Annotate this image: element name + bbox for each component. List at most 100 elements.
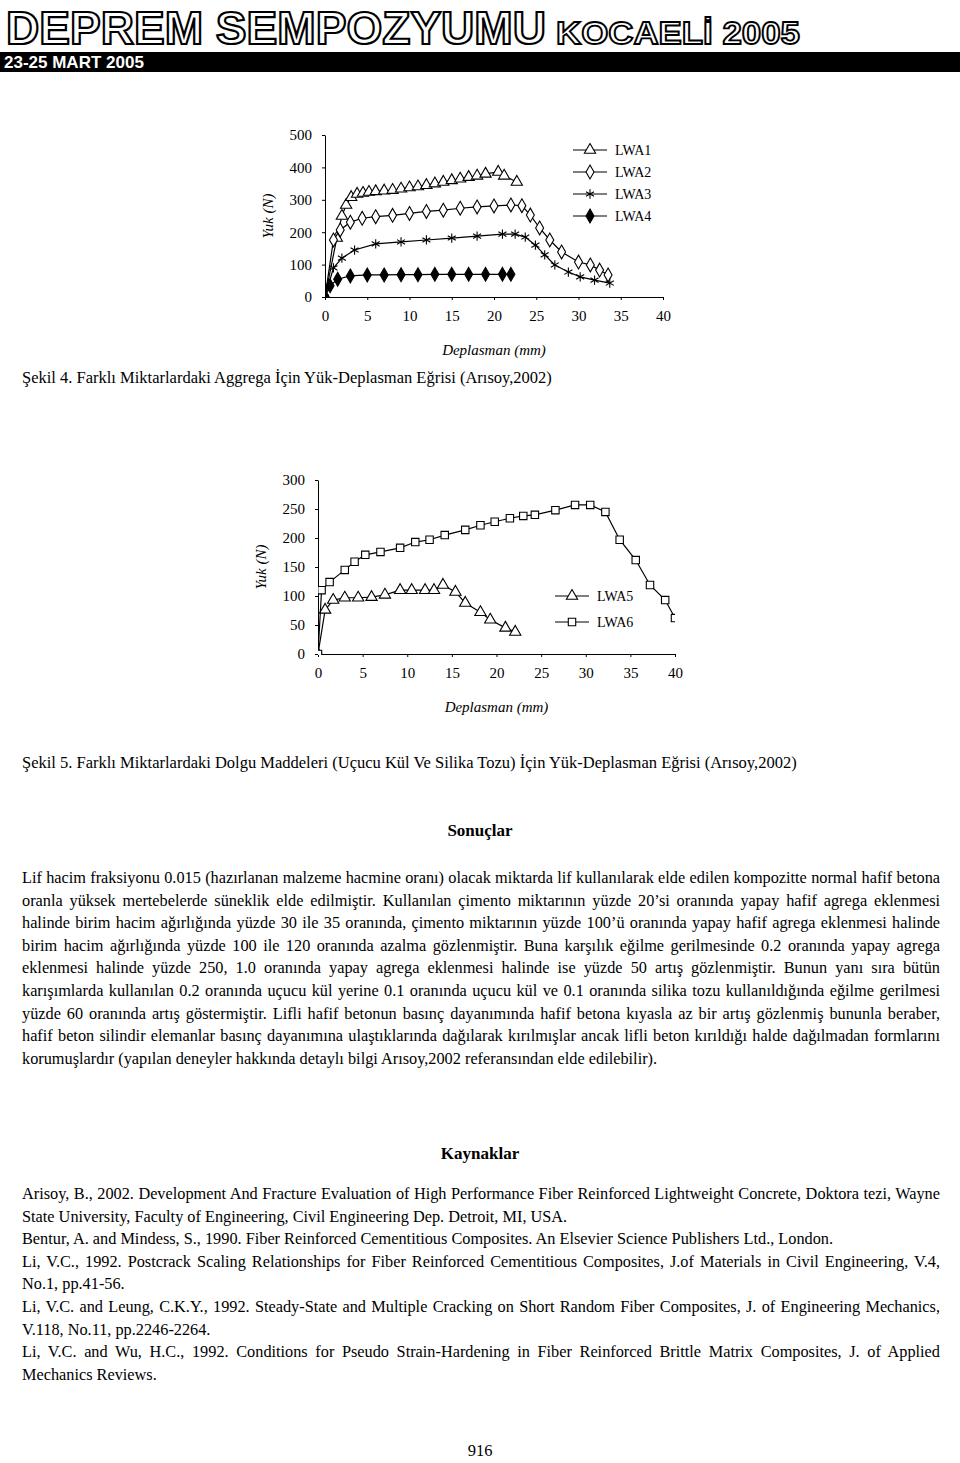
data-point xyxy=(558,245,566,259)
tick-mark xyxy=(407,654,408,657)
data-point xyxy=(406,207,414,221)
legend-label: LWA2 xyxy=(615,165,651,180)
data-point xyxy=(602,508,609,515)
data-point xyxy=(586,258,594,272)
data-point xyxy=(541,250,549,259)
data-point xyxy=(498,267,506,281)
series-line xyxy=(318,505,675,654)
tick: 30 xyxy=(579,654,594,681)
tick-mark xyxy=(363,654,364,657)
data-point xyxy=(475,606,486,616)
data-point xyxy=(575,255,583,269)
tick-label: 500 xyxy=(290,127,313,143)
tick: 35 xyxy=(623,654,638,681)
data-point xyxy=(490,199,498,213)
data-point xyxy=(351,245,359,254)
data-point xyxy=(334,272,342,286)
tick-label: 20 xyxy=(490,665,505,681)
tick: 10 xyxy=(400,654,415,681)
legend-marker xyxy=(586,165,594,179)
data-point xyxy=(499,169,510,179)
data-point xyxy=(431,267,439,281)
x-axis: 0510152025303540 xyxy=(322,297,671,324)
tick-label: 400 xyxy=(290,160,313,176)
tick: 400 xyxy=(290,160,326,176)
tick-label: 30 xyxy=(579,665,594,681)
data-point xyxy=(604,268,612,282)
tick-label: 10 xyxy=(400,665,415,681)
tick-label: 15 xyxy=(445,308,460,324)
header-dates: 23-25 MART 2005 xyxy=(4,53,144,72)
data-point xyxy=(346,269,354,283)
data-point xyxy=(473,200,481,214)
tick-mark xyxy=(315,480,318,481)
tick: 150 xyxy=(283,559,319,575)
data-point xyxy=(587,501,594,508)
tick: 5 xyxy=(364,297,372,324)
y-axis: 050100150200250300 xyxy=(283,472,319,662)
series-line xyxy=(325,234,610,297)
data-point xyxy=(437,578,448,588)
reference: Arisoy, B., 2002. Development And Fractu… xyxy=(22,1183,940,1228)
tick-label: 40 xyxy=(668,665,683,681)
chart: 05101520253035400100200300400500Deplasma… xyxy=(22,127,671,387)
tick-label: 0 xyxy=(315,665,323,681)
data-point xyxy=(507,198,515,212)
data-point xyxy=(326,279,334,293)
data-point xyxy=(671,614,675,621)
data-point xyxy=(329,263,337,272)
data-point xyxy=(318,586,325,593)
legend-label: LWA4 xyxy=(615,209,651,224)
data-point xyxy=(394,584,405,594)
data-point xyxy=(325,290,329,298)
tick: 25 xyxy=(534,654,549,681)
reference: Li, V.C. and Leung, C.K.Y., 1992. Steady… xyxy=(22,1296,940,1341)
tick-label: 10 xyxy=(403,308,418,324)
data-point xyxy=(318,650,322,655)
tick-mark xyxy=(586,654,587,657)
tick-mark xyxy=(675,654,676,657)
data-point xyxy=(520,512,527,519)
data-point xyxy=(498,230,506,239)
data-point xyxy=(536,221,544,235)
data-point xyxy=(426,536,433,543)
data-point xyxy=(456,201,464,215)
tick: 100 xyxy=(290,257,326,273)
legend-item: LWA2 xyxy=(573,165,651,180)
data-point xyxy=(338,253,346,262)
tick: 0 xyxy=(305,289,326,305)
data-point xyxy=(632,556,639,563)
data-point xyxy=(507,267,515,281)
data-point xyxy=(511,175,522,185)
data-point xyxy=(531,241,539,250)
tick-label: 25 xyxy=(529,308,544,324)
tick-mark xyxy=(315,654,318,655)
data-point xyxy=(336,223,344,237)
tick: 15 xyxy=(445,654,460,681)
tick-mark xyxy=(315,538,318,539)
tick-label: 100 xyxy=(283,588,306,604)
tick-label: 20 xyxy=(487,308,502,324)
tick: 100 xyxy=(283,588,319,604)
y-axis-title: Yuk (N) xyxy=(260,194,277,239)
tick-mark xyxy=(621,297,622,300)
tick-mark xyxy=(579,297,580,300)
tick-label: 200 xyxy=(283,530,306,546)
data-point xyxy=(510,625,521,635)
tick: 0 xyxy=(298,646,319,662)
data-point xyxy=(380,268,388,282)
paragraph: Lif hacim fraksiyonu 0.015 (hazırlanan m… xyxy=(22,867,940,1070)
header-band xyxy=(0,52,960,72)
series-line xyxy=(325,172,517,297)
data-point xyxy=(564,267,572,276)
section-heading: Sonuçlar xyxy=(0,821,960,841)
data-point xyxy=(439,203,447,217)
tick-mark xyxy=(315,509,318,510)
tick-label: 15 xyxy=(445,665,460,681)
tick: 10 xyxy=(403,297,418,324)
tick-label: 200 xyxy=(290,225,313,241)
tick-label: 300 xyxy=(283,472,306,488)
legend: LWA1LWA2LWA3LWA4 xyxy=(573,143,651,224)
x-axis-title: Deplasman (mm) xyxy=(441,342,546,359)
data-point xyxy=(477,522,484,529)
